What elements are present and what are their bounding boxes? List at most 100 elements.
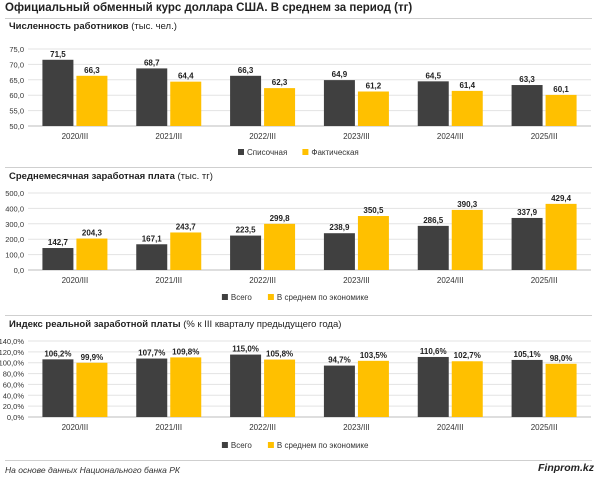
category-label: 2021/III — [155, 132, 182, 141]
bar-salary-s1 — [230, 235, 262, 270]
legend-swatch — [302, 149, 309, 155]
y-tick-label: 70,0 — [9, 60, 24, 69]
y-tick-label: 80,0% — [3, 370, 25, 379]
chart-real-wage: 0,0% 20,0% 40,0% 60,0%80,0% 100,0% 120,0% 140,… — [0, 337, 591, 450]
data-label: 60,1 — [553, 85, 569, 94]
category-label: 2025/III — [531, 423, 558, 432]
category-label: 2022/III — [249, 423, 276, 432]
separator-1 — [5, 167, 592, 168]
category-label: 2023/III — [343, 132, 370, 141]
category-label: 2024/III — [437, 132, 464, 141]
legend-label: Всего — [231, 293, 253, 302]
category-label: 2021/III — [155, 276, 182, 285]
separator-2 — [5, 315, 592, 316]
data-label: 337,9 — [517, 208, 538, 217]
category-label: 2020/III — [62, 132, 89, 141]
data-label: 64,5 — [425, 71, 441, 80]
data-label: 64,4 — [178, 72, 194, 81]
page-title: Официальный обменный курс доллара США. В… — [5, 2, 413, 14]
y-tick-label: 60,0 — [9, 91, 24, 100]
y-tick-label: 140,0% — [0, 337, 24, 346]
data-label: 115,0% — [232, 345, 259, 354]
y-tick-label: 50,0 — [9, 122, 24, 131]
bar-salary-s2 — [451, 209, 483, 270]
y-tick-label: 100,0 — [5, 251, 24, 260]
data-label: 66,3 — [238, 66, 254, 75]
y-tick-label: 55,0 — [9, 107, 24, 116]
data-label: 110,6% — [420, 347, 447, 356]
bar-employees-s2 — [357, 91, 389, 126]
data-label: 61,4 — [459, 81, 475, 90]
data-label: 94,7% — [328, 356, 351, 365]
source-note: На основе данных Национального банка РК — [5, 465, 180, 475]
bar-employees-s2 — [264, 88, 296, 126]
category-label: 2020/III — [62, 276, 89, 285]
bar-salary-s2 — [264, 223, 296, 270]
y-tick-label: 120,0% — [0, 348, 24, 357]
bar-real-wage-s1 — [417, 356, 449, 417]
y-tick-label: 0,0 — [14, 266, 24, 275]
category-label: 2024/III — [437, 276, 464, 285]
panel-unit-real-wage: (% к III кварталу предыдущего года) — [183, 319, 342, 330]
bar-employees-s1 — [230, 75, 262, 126]
data-label: 103,5% — [360, 351, 387, 360]
category-label: 2020/III — [62, 423, 89, 432]
data-label: 71,5 — [50, 50, 66, 59]
category-label: 2022/III — [249, 276, 276, 285]
y-tick-label: 200,0 — [5, 235, 24, 244]
data-label: 61,2 — [366, 82, 382, 91]
bar-salary-s2 — [170, 232, 202, 270]
data-label: 66,3 — [84, 66, 100, 75]
category-label: 2021/III — [155, 423, 182, 432]
bar-salary-s1 — [136, 244, 168, 270]
data-label: 105,8% — [266, 350, 293, 359]
bar-real-wage-s1 — [511, 359, 543, 417]
bar-employees-s1 — [42, 59, 74, 126]
y-tick-label: 60,0% — [3, 380, 25, 389]
y-tick-label: 0,0% — [7, 413, 24, 422]
bar-real-wage-s2 — [357, 360, 389, 417]
data-label: 429,4 — [551, 194, 572, 203]
separator-top — [5, 18, 592, 19]
bar-employees-s2 — [76, 75, 108, 126]
data-label: 167,1 — [142, 234, 163, 243]
y-tick-label: 65,0 — [9, 76, 24, 85]
data-label: 299,8 — [270, 214, 291, 223]
data-label: 107,7% — [138, 349, 165, 358]
data-label: 238,9 — [329, 223, 350, 232]
panel-title-salary-text: Среднемесячная заработная плата — [9, 171, 175, 182]
bar-salary-s2 — [76, 238, 108, 270]
data-label: 105,1% — [514, 350, 541, 359]
data-label: 62,3 — [272, 78, 288, 87]
data-label: 106,2% — [44, 349, 71, 358]
legend-label: Списочная — [247, 148, 287, 157]
y-tick-label: 100,0% — [0, 359, 24, 368]
bar-employees-s2 — [451, 90, 483, 126]
legend-swatch — [221, 294, 228, 300]
bar-salary-s1 — [42, 248, 74, 270]
bar-real-wage-s2 — [545, 363, 577, 417]
panel-title-employees: Численность работников (тыс. чел.) — [9, 21, 177, 32]
panel-unit-employees: (тыс. чел.) — [131, 21, 177, 32]
bar-salary-s1 — [323, 233, 355, 270]
legend-swatch — [238, 149, 244, 155]
bar-real-wage-s2 — [170, 357, 202, 417]
bar-employees-s1 — [323, 80, 355, 126]
category-label: 2023/III — [343, 276, 370, 285]
panel-title-real-wage: Индекс реальной заработной платы (% к II… — [9, 319, 341, 330]
legend-label: Всего — [231, 441, 253, 450]
category-label: 2024/III — [437, 423, 464, 432]
category-label: 2023/III — [343, 423, 370, 432]
bar-real-wage-s1 — [42, 359, 74, 417]
data-label: 64,9 — [332, 70, 348, 79]
category-label: 2025/III — [531, 132, 558, 141]
panel-title-salary: Среднемесячная заработная плата (тыс. тг… — [9, 171, 213, 182]
category-label: 2022/III — [249, 132, 276, 141]
legend-label: Фактическая — [311, 148, 358, 157]
y-tick-label: 500,0 — [5, 189, 24, 198]
y-tick-label: 400,0 — [5, 204, 24, 213]
chart-salary: 0,0 100,0 200,0 300,0 400,0 500,0 142,7 204,3 20… — [5, 189, 591, 302]
data-label: 142,7 — [48, 238, 69, 247]
bar-real-wage-s1 — [136, 358, 168, 417]
legend-swatch — [267, 442, 274, 448]
